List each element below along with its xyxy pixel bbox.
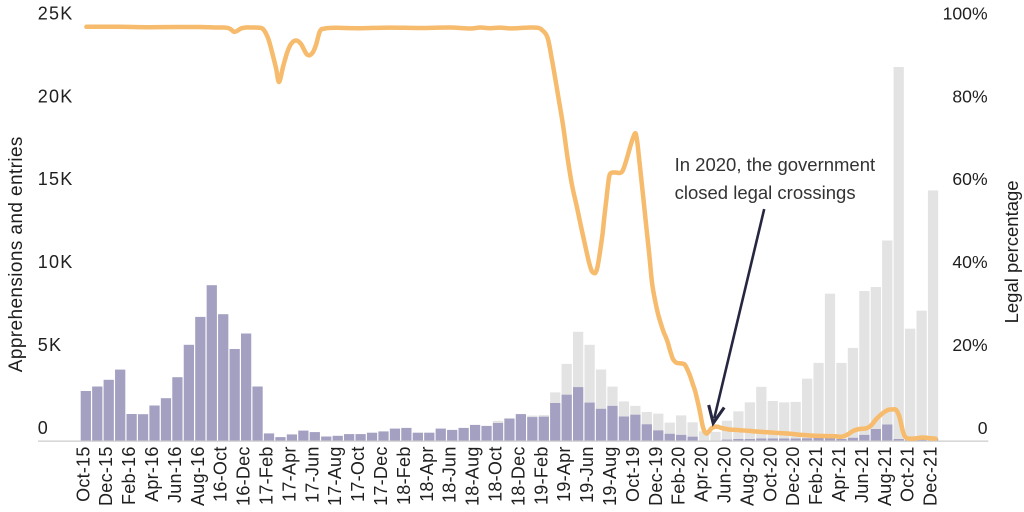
svg-text:Aug-21: Aug-21 [875, 446, 895, 506]
svg-text:18-Apr: 18-Apr [417, 446, 437, 502]
svg-text:Jun-21: Jun-21 [852, 446, 872, 503]
svg-text:16-Oct: 16-Oct [211, 446, 231, 502]
svg-text:Apprehensions and entries: Apprehensions and entries [6, 136, 27, 372]
svg-text:closed legal crossings: closed legal crossings [675, 182, 856, 203]
svg-text:40%: 40% [952, 252, 988, 272]
svg-text:Apr-21: Apr-21 [829, 446, 849, 502]
svg-text:20K: 20K [38, 86, 74, 106]
svg-text:18-Oct: 18-Oct [486, 446, 506, 502]
svg-text:In 2020, the government: In 2020, the government [675, 154, 876, 175]
svg-text:17-Apr: 17-Apr [279, 446, 299, 502]
svg-text:17-Aug: 17-Aug [325, 446, 345, 506]
svg-text:0: 0 [38, 418, 49, 438]
svg-text:17-Feb: 17-Feb [257, 446, 277, 505]
svg-text:19-Apr: 19-Apr [554, 446, 574, 502]
svg-text:15K: 15K [38, 169, 74, 189]
svg-text:18-Aug: 18-Aug [463, 446, 483, 506]
svg-text:100%: 100% [943, 4, 988, 24]
svg-text:17-Oct: 17-Oct [348, 446, 368, 502]
svg-text:25K: 25K [38, 4, 74, 24]
svg-text:Oct-21: Oct-21 [898, 446, 918, 502]
svg-text:Feb-21: Feb-21 [806, 446, 826, 505]
svg-text:10K: 10K [38, 252, 74, 272]
svg-text:18-Jun: 18-Jun [440, 446, 460, 503]
svg-text:Apr-20: Apr-20 [692, 446, 712, 502]
svg-text:18-Feb: 18-Feb [394, 446, 414, 505]
svg-text:17-Dec: 17-Dec [371, 446, 391, 506]
svg-text:80%: 80% [952, 86, 988, 106]
svg-text:Aug-16: Aug-16 [188, 446, 208, 506]
svg-text:Oct-19: Oct-19 [623, 446, 643, 502]
svg-text:16-Dec: 16-Dec [234, 446, 254, 506]
svg-text:60%: 60% [952, 169, 988, 189]
svg-text:19-Jun: 19-Jun [577, 446, 597, 503]
svg-text:Feb-20: Feb-20 [669, 446, 689, 505]
svg-text:Legal percentage: Legal percentage [1001, 180, 1022, 323]
svg-text:Dec-21: Dec-21 [921, 446, 941, 506]
svg-text:18-Dec: 18-Dec [508, 446, 528, 506]
svg-text:Apr-16: Apr-16 [142, 446, 162, 502]
svg-text:Dec-20: Dec-20 [783, 446, 803, 506]
svg-text:Dec-19: Dec-19 [646, 446, 666, 506]
svg-text:Dec-15: Dec-15 [96, 446, 116, 506]
svg-text:Oct-15: Oct-15 [73, 446, 93, 502]
svg-text:19-Feb: 19-Feb [531, 446, 551, 505]
svg-text:5K: 5K [38, 335, 62, 355]
svg-text:20%: 20% [952, 335, 988, 355]
svg-text:19-Aug: 19-Aug [600, 446, 620, 506]
svg-text:Aug-20: Aug-20 [737, 446, 757, 506]
svg-text:Oct-20: Oct-20 [760, 446, 780, 502]
svg-text:Feb-16: Feb-16 [119, 446, 139, 505]
svg-text:Jun-20: Jun-20 [715, 446, 735, 503]
svg-text:Jun-16: Jun-16 [165, 446, 185, 503]
svg-text:0: 0 [978, 418, 988, 438]
svg-text:17-Jun: 17-Jun [302, 446, 322, 503]
